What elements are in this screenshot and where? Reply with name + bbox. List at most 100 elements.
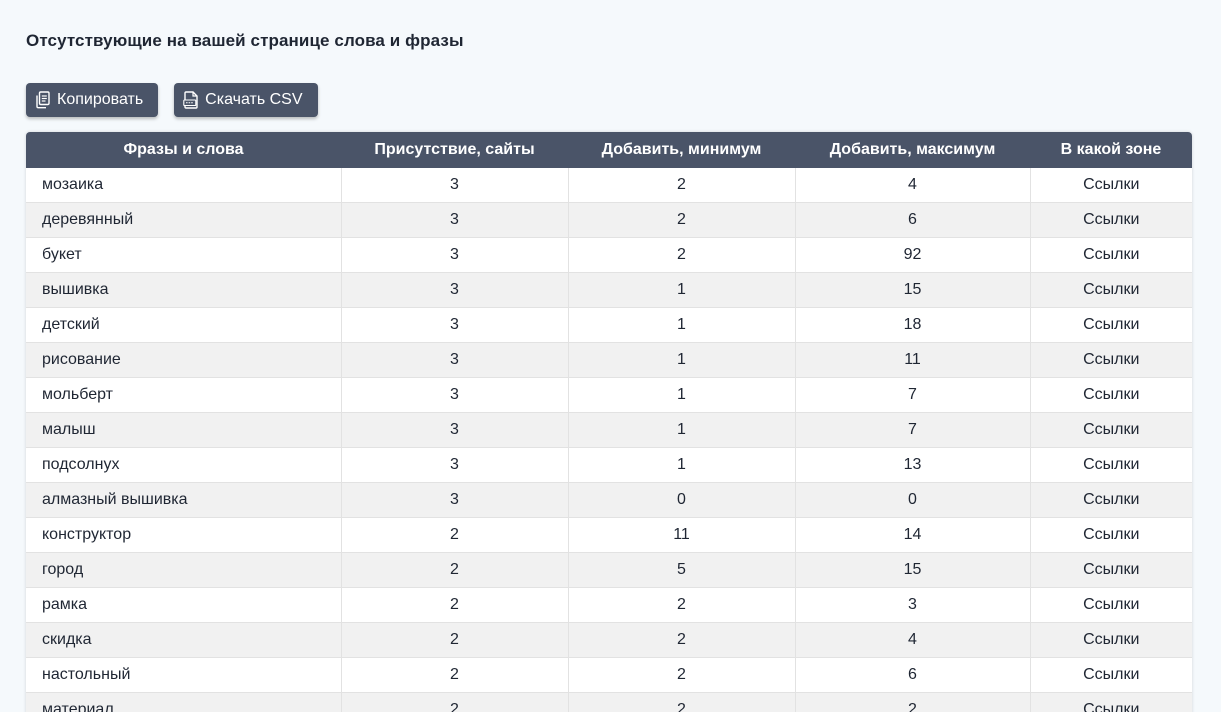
missing-words-table: Фразы и слова Присутствие, сайты Добавит… xyxy=(26,132,1192,712)
table-row: алмазный вышивка 3 0 0 Ссылки xyxy=(26,482,1192,518)
cell-phrase: мольберт xyxy=(26,377,342,413)
cell-add-min: 0 xyxy=(568,482,796,518)
cell-presence: 3 xyxy=(341,342,569,378)
table-header-row: Фразы и слова Присутствие, сайты Добавит… xyxy=(26,132,1192,168)
cell-zone: Ссылки xyxy=(1030,692,1192,712)
cell-phrase: букет xyxy=(26,237,342,273)
cell-add-max: 11 xyxy=(795,342,1031,378)
cell-presence: 2 xyxy=(341,552,569,588)
cell-add-max: 4 xyxy=(795,622,1031,658)
download-csv-button-label: Скачать CSV xyxy=(205,91,303,108)
table-row: мольберт 3 1 7 Ссылки xyxy=(26,377,1192,413)
copy-button-label: Копировать xyxy=(57,91,144,108)
cell-add-min: 1 xyxy=(568,412,796,448)
table-row: рисование 3 1 11 Ссылки xyxy=(26,342,1192,378)
cell-phrase: конструктор xyxy=(26,517,342,553)
table-row: скидка 2 2 4 Ссылки xyxy=(26,622,1192,658)
cell-phrase: скидка xyxy=(26,622,342,658)
column-header-phrase[interactable]: Фразы и слова xyxy=(26,132,341,168)
cell-add-min: 2 xyxy=(568,622,796,658)
cell-add-min: 1 xyxy=(568,307,796,343)
cell-add-max: 92 xyxy=(795,237,1031,273)
cell-zone: Ссылки xyxy=(1030,482,1192,518)
table-row: вышивка 3 1 15 Ссылки xyxy=(26,272,1192,308)
cell-add-max: 4 xyxy=(795,168,1031,203)
cell-add-min: 5 xyxy=(568,552,796,588)
cell-add-min: 1 xyxy=(568,342,796,378)
cell-zone: Ссылки xyxy=(1030,237,1192,273)
cell-phrase: настольный xyxy=(26,657,342,693)
cell-zone: Ссылки xyxy=(1030,622,1192,658)
table-row: город 2 5 15 Ссылки xyxy=(26,552,1192,588)
table-row: настольный 2 2 6 Ссылки xyxy=(26,657,1192,693)
cell-presence: 2 xyxy=(341,692,569,712)
copy-button[interactable]: Копировать xyxy=(26,83,159,117)
cell-phrase: город xyxy=(26,552,342,588)
cell-zone: Ссылки xyxy=(1030,168,1192,203)
cell-zone: Ссылки xyxy=(1030,552,1192,588)
cell-add-max: 7 xyxy=(795,412,1031,448)
table-row: рамка 2 2 3 Ссылки xyxy=(26,587,1192,623)
cell-add-min: 1 xyxy=(568,447,796,483)
download-csv-button[interactable]: Скачать CSV xyxy=(174,83,318,117)
csv-file-icon xyxy=(183,91,199,109)
cell-zone: Ссылки xyxy=(1030,307,1192,343)
page-title: Отсутствующие на вашей странице слова и … xyxy=(26,31,464,50)
cell-add-max: 15 xyxy=(795,552,1031,588)
cell-phrase: детский xyxy=(26,307,342,343)
cell-add-min: 2 xyxy=(568,168,796,203)
cell-presence: 2 xyxy=(341,587,569,623)
cell-phrase: вышивка xyxy=(26,272,342,308)
cell-zone: Ссылки xyxy=(1030,412,1192,448)
cell-presence: 3 xyxy=(341,307,569,343)
cell-zone: Ссылки xyxy=(1030,202,1192,238)
cell-presence: 3 xyxy=(341,237,569,273)
cell-zone: Ссылки xyxy=(1030,342,1192,378)
cell-add-max: 3 xyxy=(795,587,1031,623)
cell-add-max: 18 xyxy=(795,307,1031,343)
cell-presence: 2 xyxy=(341,517,569,553)
cell-add-max: 0 xyxy=(795,482,1031,518)
toolbar: Копировать Скачать CSV xyxy=(26,83,318,117)
cell-add-min: 2 xyxy=(568,237,796,273)
copy-document-icon xyxy=(35,91,51,109)
cell-phrase: малыш xyxy=(26,412,342,448)
cell-phrase: подсолнух xyxy=(26,447,342,483)
table-row: малыш 3 1 7 Ссылки xyxy=(26,412,1192,448)
cell-add-max: 6 xyxy=(795,202,1031,238)
cell-add-min: 2 xyxy=(568,587,796,623)
cell-add-min: 11 xyxy=(568,517,796,553)
cell-presence: 3 xyxy=(341,168,569,203)
cell-add-min: 2 xyxy=(568,202,796,238)
cell-zone: Ссылки xyxy=(1030,657,1192,693)
cell-phrase: деревянный xyxy=(26,202,342,238)
cell-presence: 2 xyxy=(341,657,569,693)
cell-phrase: рисование xyxy=(26,342,342,378)
table-row: материал 2 2 2 Ссылки xyxy=(26,692,1192,712)
cell-presence: 3 xyxy=(341,272,569,308)
column-header-zone[interactable]: В какой зоне xyxy=(1030,132,1192,168)
cell-presence: 3 xyxy=(341,202,569,238)
cell-presence: 3 xyxy=(341,482,569,518)
table-row: мозаика 3 2 4 Ссылки xyxy=(26,168,1192,203)
cell-add-max: 7 xyxy=(795,377,1031,413)
cell-presence: 3 xyxy=(341,447,569,483)
cell-phrase: мозаика xyxy=(26,168,342,203)
cell-add-min: 1 xyxy=(568,377,796,413)
cell-presence: 3 xyxy=(341,377,569,413)
cell-add-min: 2 xyxy=(568,692,796,712)
column-header-add-min[interactable]: Добавить, минимум xyxy=(568,132,795,168)
cell-phrase: алмазный вышивка xyxy=(26,482,342,518)
cell-add-max: 13 xyxy=(795,447,1031,483)
cell-add-max: 15 xyxy=(795,272,1031,308)
table-row: букет 3 2 92 Ссылки xyxy=(26,237,1192,273)
cell-presence: 3 xyxy=(341,412,569,448)
cell-presence: 2 xyxy=(341,622,569,658)
cell-add-min: 2 xyxy=(568,657,796,693)
column-header-presence[interactable]: Присутствие, сайты xyxy=(341,132,568,168)
cell-zone: Ссылки xyxy=(1030,587,1192,623)
column-header-add-max[interactable]: Добавить, максимум xyxy=(795,132,1030,168)
table-body: мозаика 3 2 4 Ссылки деревянный 3 2 6 Ссылки букет… xyxy=(26,168,1192,712)
cell-phrase: рамка xyxy=(26,587,342,623)
